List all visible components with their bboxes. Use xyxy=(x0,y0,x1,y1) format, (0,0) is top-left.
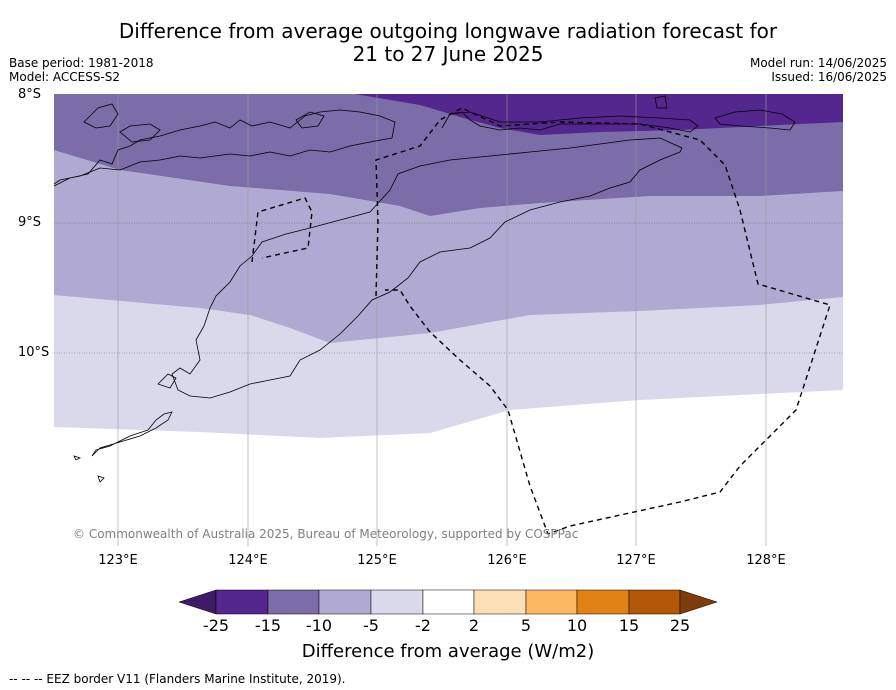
colorbar-arrow-low xyxy=(178,589,217,615)
colorbar-tick: 5 xyxy=(520,616,532,635)
colorbar-segment xyxy=(318,589,372,615)
colorbar-segment xyxy=(370,589,424,615)
model-run-text: Model run: 14/06/2025 xyxy=(749,56,887,70)
eez-legend-note: -- -- -- EEZ border V11 (Flanders Marine… xyxy=(9,672,346,686)
colorbar-segment xyxy=(525,589,578,615)
colorbar-tick: -2 xyxy=(415,616,431,635)
eez-border xyxy=(251,107,831,535)
colorbar-tick: 15 xyxy=(618,616,640,635)
colorbar-arrow-high xyxy=(679,589,718,615)
colorbar-tick: -25 xyxy=(202,616,230,635)
issued-text: Issued: 16/06/2025 xyxy=(771,70,887,84)
colorbar-segment xyxy=(473,589,527,615)
colorbar-segment xyxy=(267,589,320,615)
colorbar-segment xyxy=(422,589,475,615)
coastline-timor xyxy=(171,137,683,399)
colorbar-tick: 10 xyxy=(566,616,588,635)
colorbar-tick: -5 xyxy=(363,616,379,635)
anomaly-band-minus25-minus15 xyxy=(355,94,843,135)
colorbar-tick: -10 xyxy=(305,616,333,635)
lat-label-8s: 8°S xyxy=(18,87,42,102)
coastlines xyxy=(54,95,796,483)
lat-label-10s: 10°S xyxy=(18,345,50,360)
gridlines xyxy=(54,94,843,546)
colorbar-tick: 2 xyxy=(468,616,480,635)
copyright-text: © Commonwealth of Australia 2025, Bureau… xyxy=(73,527,579,541)
colorbar-tick: 25 xyxy=(669,616,691,635)
coastline-north-islands xyxy=(83,103,325,143)
lon-label-127e: 127°E xyxy=(616,553,656,568)
coastline-semau xyxy=(157,373,177,389)
lon-label-125e: 125°E xyxy=(357,553,397,568)
lon-label-128e: 128°E xyxy=(746,553,786,568)
base-period-text: Base period: 1981-2018 xyxy=(9,56,154,70)
lon-label-126e: 126°E xyxy=(487,553,527,568)
meta-left: Base period: 1981-2018 Model: ACCESS-S2 xyxy=(9,56,154,84)
coastline-rote xyxy=(73,411,173,483)
colorbar-segment xyxy=(576,589,630,615)
colorbar-tick: -15 xyxy=(254,616,282,635)
lon-label-123e: 123°E xyxy=(98,553,138,568)
title-line-2: 21 to 27 June 2025 xyxy=(352,42,544,66)
chart-title: Difference from average outgoing longwav… xyxy=(0,20,896,66)
coastline-flores-alor xyxy=(54,109,396,187)
lon-label-124e: 124°E xyxy=(228,553,268,568)
title-line-1: Difference from average outgoing longwav… xyxy=(118,19,778,43)
model-text: Model: ACCESS-S2 xyxy=(9,70,121,84)
colorbar-segment xyxy=(215,589,269,615)
colorbar-title: Difference from average (W/m2) xyxy=(301,641,595,662)
lat-label-9s: 9°S xyxy=(18,215,42,230)
meta-right: Model run: 14/06/2025 Issued: 16/06/2025 xyxy=(750,56,887,84)
colorbar-segment xyxy=(628,589,681,615)
coastline-wetar xyxy=(441,95,796,133)
